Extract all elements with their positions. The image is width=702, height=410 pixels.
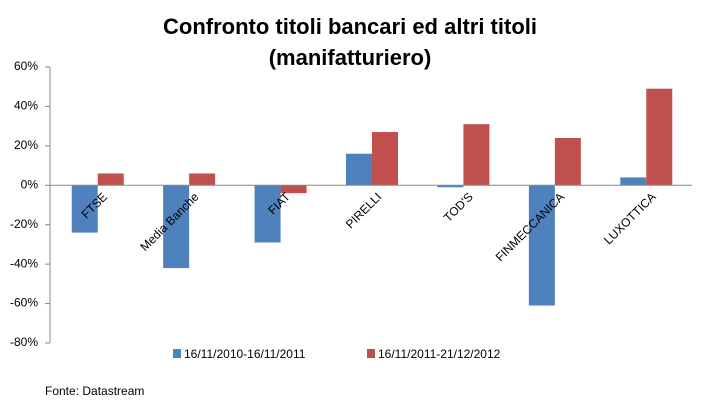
legend-swatch	[367, 349, 375, 358]
bar	[620, 177, 647, 186]
y-tick-label: 0%	[21, 177, 39, 191]
y-tick-label: -80%	[10, 335, 38, 349]
bar	[189, 173, 216, 186]
source-note: Fonte: Datastream	[45, 384, 144, 398]
bar	[280, 185, 307, 194]
y-tick-label: 20%	[14, 138, 38, 152]
bar	[97, 173, 124, 186]
bar	[554, 137, 581, 186]
bar	[254, 185, 281, 243]
bar	[346, 153, 372, 186]
legend-label: 16/11/2011-21/12/2012	[378, 347, 501, 361]
chart-title: (manifatturiero)	[269, 45, 432, 70]
legend-label: 16/11/2010-16/11/2011	[184, 347, 306, 361]
bar	[437, 185, 464, 188]
bar	[528, 185, 555, 306]
y-tick-label: -40%	[10, 256, 38, 270]
chart-title: Confronto titoli bancari ed altri titoli	[163, 14, 537, 39]
y-tick-label: -60%	[10, 296, 38, 310]
y-tick-label: -20%	[10, 217, 38, 231]
y-tick-label: 60%	[14, 59, 38, 73]
bar	[372, 132, 398, 186]
bar	[71, 185, 98, 233]
y-tick-label: 40%	[14, 99, 38, 113]
bar	[463, 124, 490, 186]
bar	[163, 185, 190, 269]
legend-swatch	[173, 349, 181, 358]
bar	[646, 88, 673, 186]
